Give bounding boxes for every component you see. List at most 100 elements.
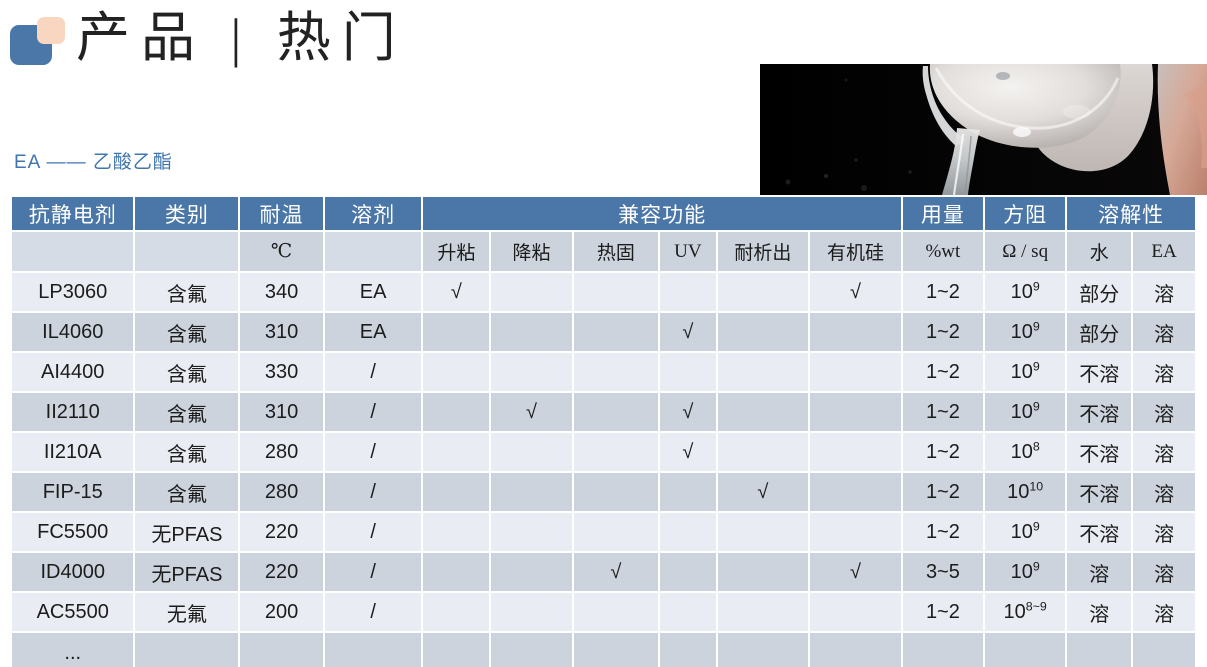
resistance-exponent: 9 xyxy=(1032,398,1040,413)
resistance-base: 10 xyxy=(1010,320,1033,343)
cell-compat-antibleed xyxy=(717,313,809,351)
cell-category: 无PFAS xyxy=(135,513,239,551)
cell-compat-silicone xyxy=(810,433,901,471)
cell-dosage: 3~5 xyxy=(902,553,984,591)
cell-dosage: 1~2 xyxy=(902,593,984,631)
subcol-compat-antibleed: 耐析出 xyxy=(717,232,809,271)
resistance-base: 10 xyxy=(1010,400,1033,423)
table-row[interactable]: IL4060 含氟 310 EA √ 1~2 109 部分溶 xyxy=(12,313,1195,351)
cell-compat-viscosity-down xyxy=(491,433,572,471)
table-row[interactable]: FIP-15 含氟 280/√ 1~2 1010 不溶溶 xyxy=(12,473,1195,511)
subcol-compat-viscosity-down: 降粘 xyxy=(491,232,572,271)
cell-category: 含氟 xyxy=(135,433,239,471)
cell-solubility-ea: 溶 xyxy=(1133,513,1195,551)
table-row[interactable]: II2110 含氟 310/√ √ 1~2 109 不溶溶 xyxy=(12,393,1195,431)
cell-temperature: 200 xyxy=(240,593,323,631)
cell-category: 无PFAS xyxy=(135,553,239,591)
resistance-base: 10 xyxy=(1010,360,1033,383)
cell-sheet-resistance: 109 xyxy=(985,553,1066,591)
cell-sheet-resistance: 109 xyxy=(985,273,1066,311)
cell-compat-antibleed: √ xyxy=(717,473,809,511)
table-row[interactable]: FC5500 无PFAS 220/1~2 109 不溶溶 xyxy=(12,513,1195,551)
cell-compat-antibleed xyxy=(717,633,809,667)
table-row[interactable]: LP3060 含氟 340 EA √ √ 1~2 109 部分溶 xyxy=(12,273,1195,311)
cell-compat-antibleed xyxy=(717,353,809,391)
resistance-exponent: 9 xyxy=(1032,278,1040,293)
cell-solubility-ea: 溶 xyxy=(1133,353,1195,391)
cell-compat-silicone xyxy=(810,393,901,431)
table-row[interactable]: AI4400 含氟 330/1~2 109 不溶溶 xyxy=(12,353,1195,391)
cell-solvent: / xyxy=(324,553,422,591)
cell-temperature: 310 xyxy=(240,393,323,431)
subcol-category xyxy=(135,232,239,271)
subcol-compat-uv: UV xyxy=(660,232,716,271)
cell-dosage: 1~2 xyxy=(902,353,984,391)
cell-compat-thermoset xyxy=(573,313,659,351)
cell-compat-thermoset xyxy=(573,353,659,391)
cell-category: 含氟 xyxy=(135,353,239,391)
cell-solubility-water: 不溶 xyxy=(1067,353,1132,391)
cell-compat-silicone xyxy=(810,473,901,511)
cell-solubility-ea: 溶 xyxy=(1133,273,1195,311)
cell-temperature: 220 xyxy=(240,513,323,551)
cell-dosage: 1~2 xyxy=(902,513,984,551)
table-row[interactable]: ... xyxy=(12,633,1195,667)
cell-product-name: LP3060 xyxy=(12,273,134,311)
cell-compat-uv xyxy=(660,593,716,631)
cell-product-name: AC5500 xyxy=(12,593,134,631)
page-header: 产品 | 热门 EA —— 乙酸乙酯 xyxy=(0,0,1207,195)
resistance-base: 10 xyxy=(1010,280,1033,303)
table-row[interactable]: ID4000 无PFAS 220/√ √ 3~5 109 溶溶 xyxy=(12,553,1195,591)
cell-solvent: / xyxy=(324,473,422,511)
cell-solubility-water xyxy=(1067,633,1132,667)
cell-compat-uv: √ xyxy=(660,313,716,351)
resistance-base: 10 xyxy=(1003,600,1026,623)
cell-sheet-resistance: 108~9 xyxy=(985,593,1066,631)
cell-compat-viscosity-down xyxy=(491,313,572,351)
cell-compat-viscosity-up xyxy=(423,633,490,667)
cell-sheet-resistance xyxy=(985,633,1066,667)
cell-category: 无氟 xyxy=(135,593,239,631)
resistance-exponent: 10 xyxy=(1029,478,1044,493)
subcol-solubility-ea: EA xyxy=(1133,232,1195,271)
cell-sheet-resistance: 1010 xyxy=(985,473,1066,511)
product-table-container: 抗静电剂 类别 耐温 溶剂 兼容功能 用量 方阻 溶解性 ℃ 升粘 降粘 热固 … xyxy=(10,195,1197,667)
cell-compat-silicone xyxy=(810,633,901,667)
cell-solvent: / xyxy=(324,433,422,471)
resistance-exponent: 9 xyxy=(1032,558,1040,573)
cell-compat-uv xyxy=(660,353,716,391)
cell-solubility-ea: 溶 xyxy=(1133,473,1195,511)
cell-solubility-water: 不溶 xyxy=(1067,513,1132,551)
resistance-base: 10 xyxy=(1010,440,1033,463)
cell-compat-viscosity-down xyxy=(491,353,572,391)
product-table: 抗静电剂 类别 耐温 溶剂 兼容功能 用量 方阻 溶解性 ℃ 升粘 降粘 热固 … xyxy=(10,195,1197,667)
cell-product-name: II210A xyxy=(12,433,134,471)
col-group-solubility: 溶解性 xyxy=(1067,197,1195,230)
subcol-antistatic xyxy=(12,232,134,271)
cell-compat-thermoset xyxy=(573,513,659,551)
cell-solubility-water: 溶 xyxy=(1067,553,1132,591)
cell-compat-viscosity-up xyxy=(423,553,490,591)
cell-dosage: 1~2 xyxy=(902,313,984,351)
cell-solvent: EA xyxy=(324,273,422,311)
cell-compat-viscosity-down xyxy=(491,473,572,511)
cell-compat-thermoset xyxy=(573,433,659,471)
cell-compat-uv xyxy=(660,473,716,511)
table-row[interactable]: II210A 含氟 280/√ 1~2 108 不溶溶 xyxy=(12,433,1195,471)
cell-sheet-resistance: 109 xyxy=(985,513,1066,551)
cell-product-name: FIP-15 xyxy=(12,473,134,511)
resistance-exponent: 8~9 xyxy=(1025,598,1047,613)
cell-sheet-resistance: 109 xyxy=(985,393,1066,431)
cell-compat-viscosity-up xyxy=(423,353,490,391)
cell-solubility-ea xyxy=(1133,633,1195,667)
cell-dosage: 1~2 xyxy=(902,273,984,311)
cell-dosage: 1~2 xyxy=(902,393,984,431)
cell-product-name: FC5500 xyxy=(12,513,134,551)
table-row[interactable]: AC5500 无氟 200/1~2 108~9 溶溶 xyxy=(12,593,1195,631)
cell-category xyxy=(135,633,239,667)
cell-compat-silicone xyxy=(810,313,901,351)
col-group-dosage: 用量 xyxy=(902,197,984,230)
cell-solvent: / xyxy=(324,393,422,431)
cell-dosage xyxy=(902,633,984,667)
resistance-exponent: 9 xyxy=(1032,358,1040,373)
